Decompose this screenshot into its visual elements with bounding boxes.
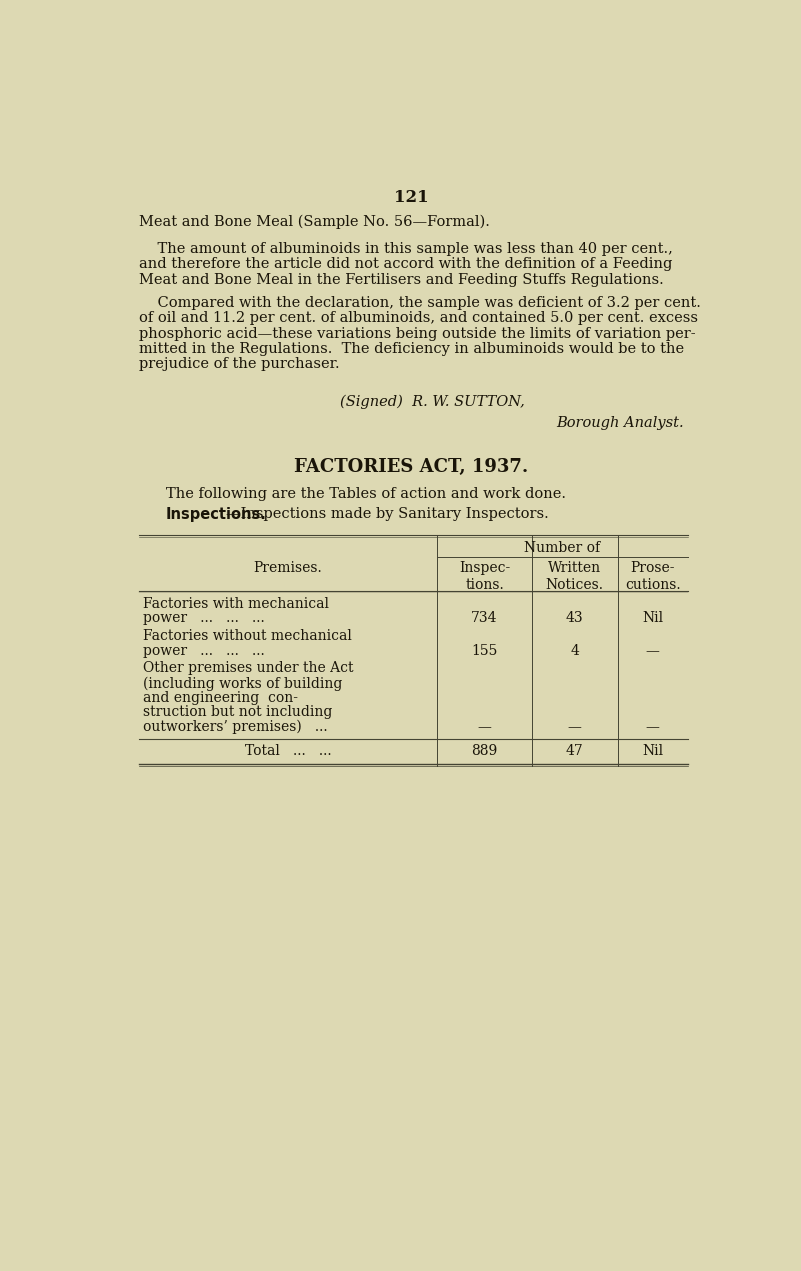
Text: —: — xyxy=(477,719,492,735)
Text: Inspec-
tions.: Inspec- tions. xyxy=(459,562,510,591)
Text: Total   ...   ...: Total ... ... xyxy=(245,744,332,758)
Text: Factories with mechanical: Factories with mechanical xyxy=(143,597,328,611)
Text: 121: 121 xyxy=(393,189,429,206)
Text: Meat and Bone Meal in the Fertilisers and Feeding Stuffs Regulations.: Meat and Bone Meal in the Fertilisers an… xyxy=(139,273,663,287)
Text: (Signed)  R. W. SUTTON,: (Signed) R. W. SUTTON, xyxy=(340,394,525,409)
Text: 43: 43 xyxy=(566,611,584,625)
Text: Prose-
cutions.: Prose- cutions. xyxy=(625,562,681,591)
Text: Compared with the declaration, the sample was deficient of 3.2 per cent.: Compared with the declaration, the sampl… xyxy=(139,296,701,310)
Text: power   ...   ...   ...: power ... ... ... xyxy=(143,644,264,658)
Text: 734: 734 xyxy=(471,611,497,625)
Text: and therefore the article did not accord with the definition of a Feeding: and therefore the article did not accord… xyxy=(139,257,672,271)
Text: 47: 47 xyxy=(566,744,584,758)
Text: 4: 4 xyxy=(570,644,579,658)
Text: and engineering  con-: and engineering con- xyxy=(143,690,298,704)
Text: prejudice of the purchaser.: prejudice of the purchaser. xyxy=(139,357,340,371)
Text: Nil: Nil xyxy=(642,611,663,625)
Text: The amount of albuminoids in this sample was less than 40 per cent.,: The amount of albuminoids in this sample… xyxy=(139,241,673,255)
Text: —: — xyxy=(646,644,660,658)
Text: Inspections.: Inspections. xyxy=(166,507,267,522)
Text: Written
Notices.: Written Notices. xyxy=(545,562,604,591)
Text: Nil: Nil xyxy=(642,744,663,758)
Text: Premises.: Premises. xyxy=(254,562,323,576)
Text: outworkers’ premises)   ...: outworkers’ premises) ... xyxy=(143,719,328,735)
Text: FACTORIES ACT, 1937.: FACTORIES ACT, 1937. xyxy=(294,459,528,477)
Text: Factories without mechanical: Factories without mechanical xyxy=(143,629,352,643)
Text: 155: 155 xyxy=(471,644,497,658)
Text: mitted in the Regulations.  The deficiency in albuminoids would be to the: mitted in the Regulations. The deficienc… xyxy=(139,342,684,356)
Text: of oil and 11.2 per cent. of albuminoids, and contained 5.0 per cent. excess: of oil and 11.2 per cent. of albuminoids… xyxy=(139,311,698,325)
Text: The following are the Tables of action and work done.: The following are the Tables of action a… xyxy=(166,488,566,502)
Text: —: — xyxy=(568,719,582,735)
Text: Borough Analyst.: Borough Analyst. xyxy=(556,416,684,430)
Text: Meat and Bone Meal (Sample No. 56—Formal).: Meat and Bone Meal (Sample No. 56—Formal… xyxy=(139,214,489,229)
Text: —Inspections made by Sanitary Inspectors.: —Inspections made by Sanitary Inspectors… xyxy=(227,507,549,521)
Text: phosphoric acid—these variations being outside the limits of variation per-: phosphoric acid—these variations being o… xyxy=(139,327,695,341)
Text: (including works of building: (including works of building xyxy=(143,676,342,690)
Text: Number of: Number of xyxy=(525,541,601,555)
Text: —: — xyxy=(646,719,660,735)
Text: Other premises under the Act: Other premises under the Act xyxy=(143,661,353,675)
Text: power   ...   ...   ...: power ... ... ... xyxy=(143,611,264,625)
Text: struction but not including: struction but not including xyxy=(143,705,332,719)
Text: 889: 889 xyxy=(472,744,497,758)
